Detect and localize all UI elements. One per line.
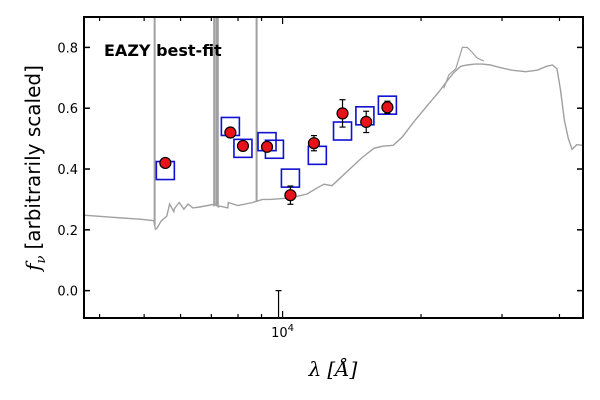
y-tick-label: 0.0 [57, 285, 78, 300]
model-photometry-box [233, 138, 253, 159]
model-photometry-box [280, 168, 301, 188]
axis-layer: 0.0 0.2 0.4 0.6 0.8 104 [57, 17, 583, 341]
y-axis-subscript: ν [34, 255, 49, 263]
model-photometry-box [377, 95, 398, 115]
y-tick-label: 0.8 [57, 41, 78, 56]
y-axis-text: [arbitrarily scaled] [21, 65, 45, 249]
plot-layer [83, 17, 584, 318]
x-tick-label-base: 10 [271, 326, 288, 341]
x-axis-symbol: λ [308, 357, 322, 381]
observed-photometry-point [159, 156, 172, 170]
template-continuum [83, 63, 584, 231]
observed-photometry-point [381, 101, 394, 114]
plot-frame [83, 16, 584, 319]
model-photometry-box [307, 145, 328, 166]
x-axis-unit: [Å] [327, 356, 357, 381]
y-tick-label: 0.6 [57, 102, 78, 117]
y-tick-label: 0.4 [57, 163, 78, 178]
observed-photometry-point [284, 189, 297, 202]
y-axis-label: fν[arbitrarily scaled] [21, 65, 49, 273]
fit-annotation: EAZY best-fit [104, 41, 222, 60]
observed-photometry-point [260, 140, 274, 153]
y-tick-label: 0.2 [57, 224, 78, 239]
x-tick-label: 104 [271, 323, 294, 341]
template-hump [443, 46, 485, 89]
observed-photometry-point [307, 137, 321, 150]
observed-photometry-point [336, 107, 349, 120]
observed-photometry-point [236, 139, 250, 153]
x-tick-label-exponent: 4 [288, 323, 294, 334]
x-axis-label: λ [Å] [308, 356, 358, 381]
observed-photometry-point [360, 115, 373, 128]
observed-photometry-point [224, 126, 237, 139]
